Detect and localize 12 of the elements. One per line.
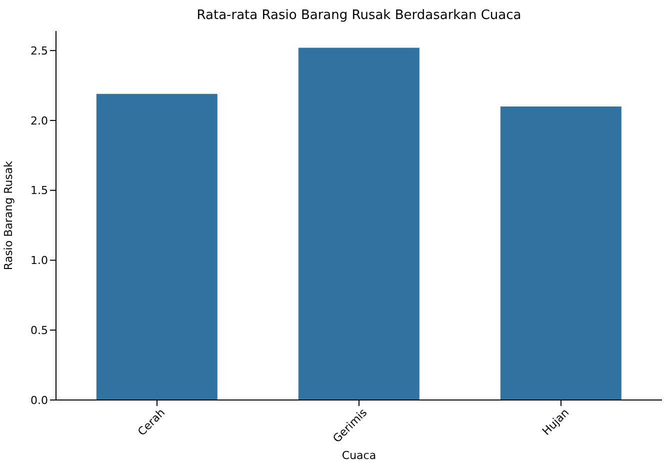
y-tick-label: 2.0: [30, 114, 48, 128]
y-tick-label: 1.5: [30, 184, 48, 198]
bar: [298, 48, 420, 400]
bar: [96, 94, 218, 400]
y-tick-label: 0.5: [30, 324, 48, 338]
y-tick-label: 1.0: [30, 254, 48, 268]
chart-title: Rata-rata Rasio Barang Rusak Berdasarkan Cuaca: [196, 8, 522, 23]
y-axis-title: Rasio Barang Rusak: [2, 160, 15, 270]
x-axis-title: Cuaca: [342, 449, 376, 461]
y-tick-label: 2.5: [30, 44, 48, 58]
y-tick-label: 0.0: [30, 394, 48, 407]
bar: [500, 106, 622, 400]
